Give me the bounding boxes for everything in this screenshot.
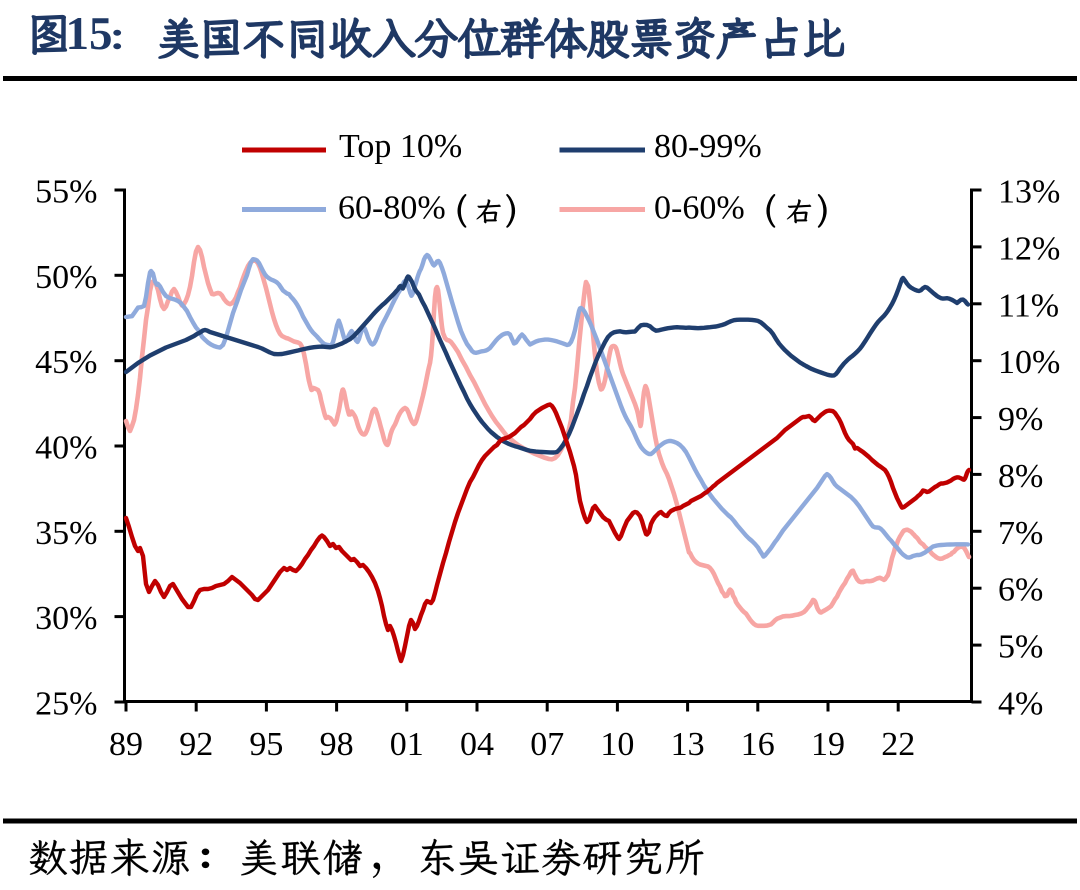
svg-text:5%: 5% [998, 629, 1043, 666]
svg-text:25%: 25% [35, 686, 97, 723]
svg-text:45%: 45% [35, 344, 97, 381]
svg-text:92: 92 [179, 726, 213, 763]
svg-text:01: 01 [390, 726, 424, 763]
svg-text:13%: 13% [998, 174, 1060, 211]
svg-text:9%: 9% [998, 401, 1043, 438]
svg-text:80-99%: 80-99% [654, 128, 762, 165]
svg-text:10%: 10% [998, 344, 1060, 381]
svg-text:35%: 35% [35, 515, 97, 552]
svg-text:95: 95 [249, 726, 283, 763]
svg-text:60-80%: 60-80% [338, 190, 446, 227]
svg-text:30%: 30% [35, 600, 97, 637]
svg-text:07: 07 [530, 726, 564, 763]
svg-text:98: 98 [320, 726, 354, 763]
svg-text:12%: 12% [998, 230, 1060, 267]
svg-text:55%: 55% [35, 174, 97, 211]
svg-text:22: 22 [881, 726, 915, 763]
svg-text:11%: 11% [998, 287, 1059, 324]
svg-text:04: 04 [460, 726, 494, 763]
svg-text:10: 10 [600, 726, 634, 763]
svg-text:4%: 4% [998, 686, 1043, 723]
svg-text:0-60%: 0-60% [654, 190, 745, 227]
svg-text:50%: 50% [35, 259, 97, 296]
svg-text:40%: 40% [35, 430, 97, 467]
svg-text:Top 10%: Top 10% [339, 128, 462, 165]
svg-text:89: 89 [109, 726, 143, 763]
svg-text:8%: 8% [998, 458, 1043, 495]
svg-text:6%: 6% [998, 572, 1043, 609]
svg-text:13: 13 [671, 726, 705, 763]
svg-text:16: 16 [741, 726, 775, 763]
svg-text:7%: 7% [998, 515, 1043, 552]
svg-text:19: 19 [811, 726, 845, 763]
